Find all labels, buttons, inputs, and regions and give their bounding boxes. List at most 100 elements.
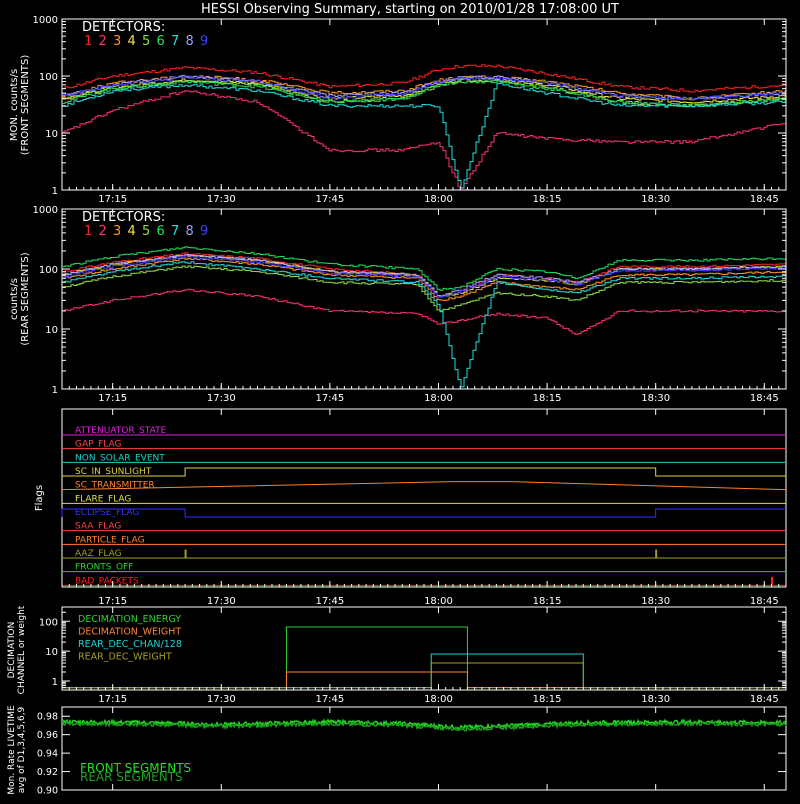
x-tick-label: 18:45 (750, 694, 779, 705)
detector-3-line (62, 257, 786, 301)
detector-legend-1: 1 (84, 224, 92, 239)
detector-legend-2: 2 (99, 34, 107, 49)
figure-title: HESSI Observing Summary, starting on 201… (201, 2, 619, 17)
decimation-panel: 1 10 100 17:15 17:30 17:45 18:00 18:15 18:30 18:… (7, 605, 787, 705)
x-tick-label: 18:45 (750, 194, 779, 205)
detector-legend-2: 2 (99, 224, 107, 239)
decimation-ylabel-1: DECIMATION (7, 622, 17, 679)
front-legend-title: DETECTORS: (82, 20, 165, 35)
detector-9-line (62, 75, 786, 100)
y-tick-label: 10 (45, 647, 58, 658)
y-tick-label: 0.90 (37, 786, 58, 797)
y-tick-label: 100 (39, 265, 58, 276)
detector-6-line (62, 246, 786, 291)
flag-label-bad-packets: BAD_PACKETS (75, 576, 139, 586)
x-tick-label: 17:45 (315, 694, 344, 705)
detector-7-line (62, 261, 786, 388)
rear-ylabel-2: (REAR SEGMENTS) (20, 252, 31, 345)
y-tick-label: 1 (52, 677, 58, 688)
x-tick-label: 18:00 (424, 194, 453, 205)
x-tick-label: 18:00 (424, 596, 453, 607)
x-tick-label: 17:30 (207, 596, 236, 607)
decimation-legend-item: REAR_DEC_WEIGHT (78, 652, 172, 663)
x-tick-label: 18:15 (533, 694, 562, 705)
flag-label-sc-in-sunlight: SC_IN_SUNLIGHT (75, 467, 152, 477)
livetime-ylabel-1: Mon. Rate LIVETIME (7, 705, 17, 795)
decimation-legend-item: DECIMATION_ENERGY (78, 614, 181, 625)
x-tick-label: 17:30 (207, 393, 236, 404)
detector-6-line (62, 80, 786, 108)
decimation-rear-dec-weight-line (62, 662, 786, 689)
detector-legend-7: 7 (171, 224, 179, 239)
x-tick-label: 18:30 (641, 393, 670, 404)
y-tick-label: 0.98 (37, 712, 58, 723)
flags-ylabel: Flags (34, 485, 45, 511)
front-ylabel-1: MON. counts/s (9, 69, 20, 141)
x-tick-label: 17:15 (98, 694, 127, 705)
detector-legend-4: 4 (128, 224, 136, 239)
y-tick-label: 10 (45, 325, 58, 336)
front-segments-panel: 1 10 100 1000 17:15 17:30 17:45 18:00 18:15 18:3… (9, 15, 787, 205)
x-tick-label: 18:00 (424, 694, 453, 705)
decimation-legend-item: REAR_DEC_CHAN/128 (78, 639, 182, 650)
x-tick-label: 18:30 (641, 194, 670, 205)
decimation-ylabel-2: CHANNEL or weight (17, 605, 27, 694)
x-tick-label: 18:45 (750, 393, 779, 404)
flag-label-aaz-flag: AAZ_FLAG (75, 549, 122, 559)
detector-legend-8: 8 (186, 34, 194, 49)
flag-line-bad-packets (62, 576, 786, 586)
y-tick-label: 1000 (33, 15, 58, 26)
livetime-rear-segments-line (61, 719, 787, 732)
rear-ylabel-1: counts/s (9, 278, 20, 320)
detector-legend-3: 3 (113, 34, 121, 49)
front-ylabel-2: (FRONT SEGMENTS) (20, 55, 31, 156)
x-tick-label: 18:30 (641, 694, 670, 705)
flag-label-attenuator-state: ATTENUATOR_STATE (75, 426, 167, 436)
y-tick-label: 100 (39, 72, 58, 83)
detector-2-line (62, 90, 786, 190)
y-tick-label: 1000 (33, 205, 58, 216)
x-tick-label: 17:30 (207, 694, 236, 705)
livetime-panel-frame (61, 706, 787, 791)
flag-line-sc-transmitter (61, 481, 787, 491)
detector-5-line (62, 265, 786, 312)
detector-legend-8: 8 (186, 224, 194, 239)
y-tick-label: 0.92 (37, 767, 58, 778)
detector-9-line (62, 255, 786, 298)
detector-legend-4: 4 (128, 34, 136, 49)
x-tick-label: 18:15 (533, 596, 562, 607)
x-tick-label: 17:45 (315, 194, 344, 205)
x-tick-label: 17:15 (98, 596, 127, 607)
detector-legend-5: 5 (142, 34, 150, 49)
flag-label-flare-flag: FLARE_FLAG (75, 494, 131, 504)
y-tick-label: 0.94 (37, 749, 58, 760)
detector-legend-1: 1 (84, 34, 92, 49)
flag-line-eclipse-flag (61, 508, 786, 518)
flag-label-saa-flag: SAA_FLAG (75, 522, 121, 532)
detector-8-line (62, 254, 785, 298)
flag-label-eclipse-flag: ECLIPSE_FLAG (75, 508, 139, 518)
x-tick-label: 18:15 (533, 393, 562, 404)
livetime-panel: 0.90 0.92 0.94 0.96 0.98 FRONT SEGMENTSREAR … (7, 705, 787, 797)
flag-label-fronts-off: FRONTS_OFF (75, 563, 133, 573)
x-tick-label: 17:15 (98, 393, 127, 404)
detector-legend-6: 6 (157, 34, 165, 49)
rear-segments-panel: 1 10 100 1000 17:15 17:30 17:45 18:00 18:15 18:3… (9, 205, 787, 404)
detector-2-line (62, 288, 786, 335)
detector-legend-6: 6 (157, 224, 165, 239)
detector-legend-5: 5 (142, 224, 150, 239)
flag-label-sc-transmitter: SC_TRANSMITTER (75, 481, 155, 491)
x-tick-label: 18:15 (533, 194, 562, 205)
detector-legend-3: 3 (113, 224, 121, 239)
livetime-legend-item: FRONT SEGMENTS (80, 761, 191, 775)
detector-legend-7: 7 (171, 34, 179, 49)
y-tick-label: 1 (52, 186, 58, 197)
livetime-ylabel-2: avg of D1,3,4,5,6,9 (17, 706, 27, 793)
x-tick-label: 18:45 (750, 596, 779, 607)
flag-label-gap-flag: GAP_FLAG (75, 440, 121, 450)
livetime-legend-item: REAR SEGMENTS (80, 770, 183, 784)
detector-legend-9: 9 (200, 34, 208, 49)
